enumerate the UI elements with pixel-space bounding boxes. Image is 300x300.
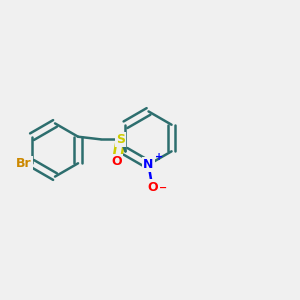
Text: Br: Br [16,157,31,170]
Text: O: O [147,181,158,194]
Text: +: + [155,152,163,162]
Text: S: S [116,133,125,146]
Text: O: O [112,155,122,169]
Text: N: N [143,158,154,171]
Text: −: − [159,183,167,193]
